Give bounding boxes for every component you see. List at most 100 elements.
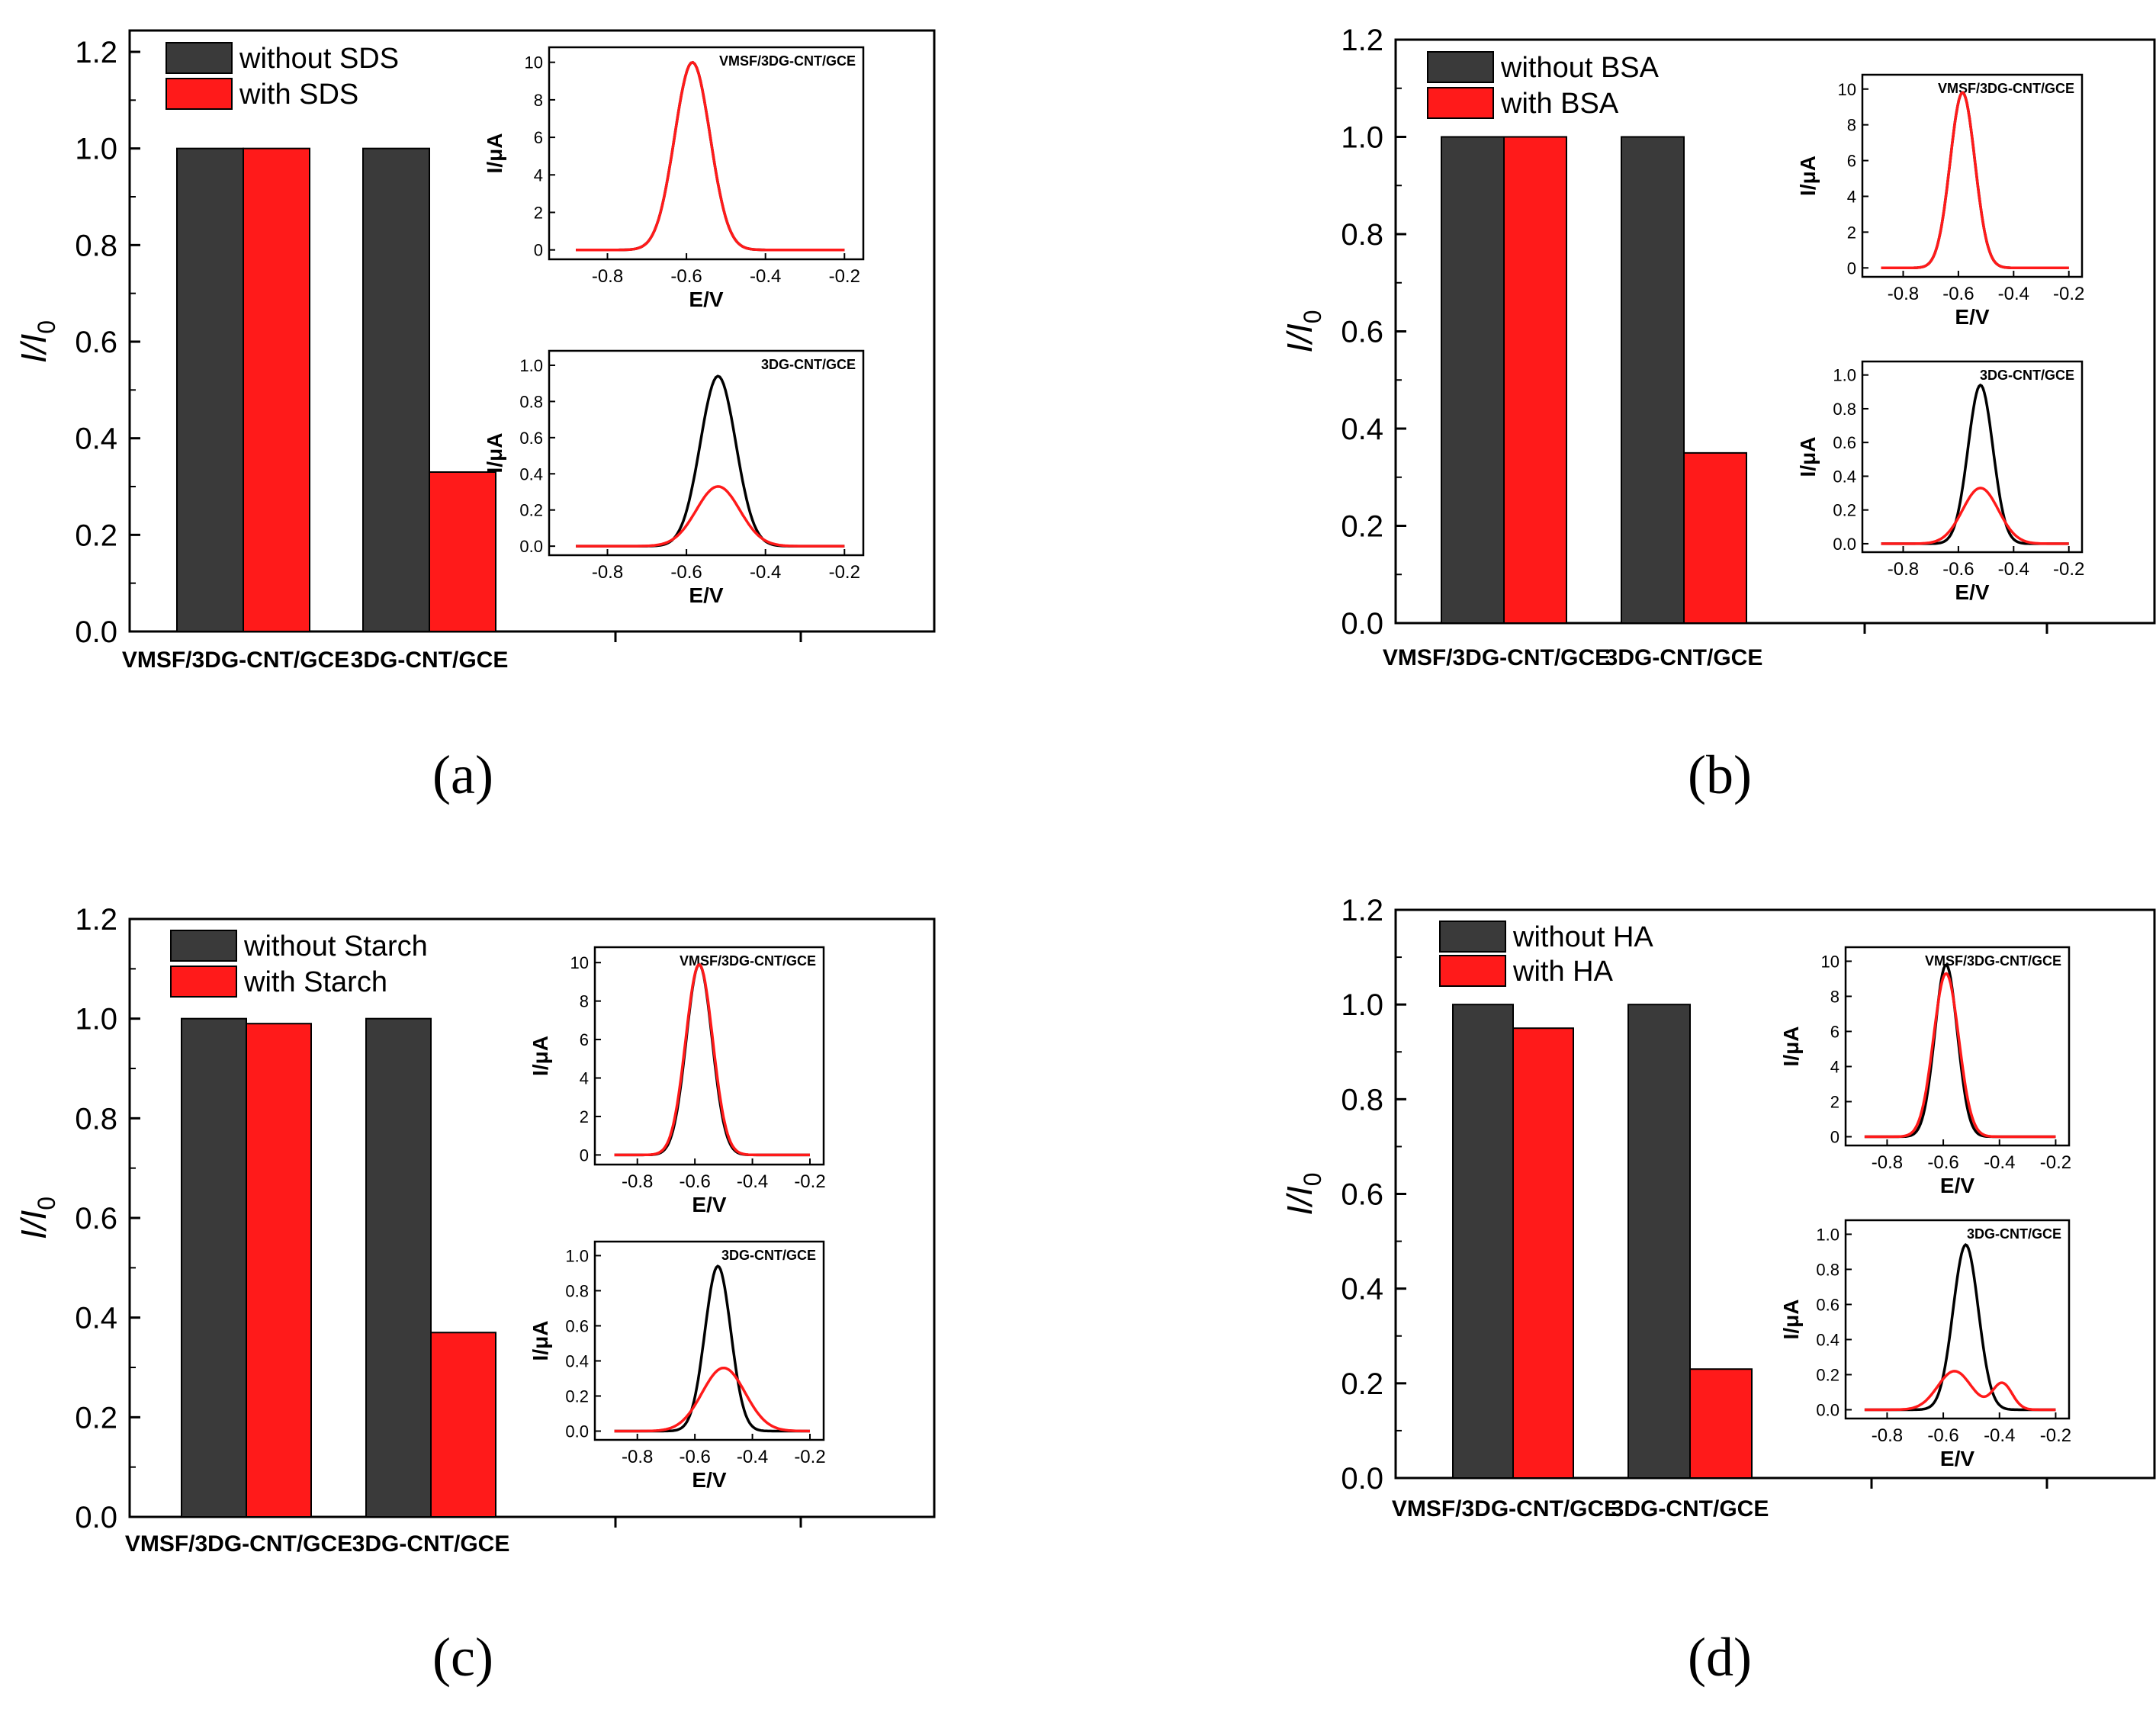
bar-without-starch bbox=[365, 1017, 432, 1518]
inset-title: 3DG-CNT/GCE bbox=[1967, 1226, 2061, 1242]
panel-caption-b: (b) bbox=[1688, 744, 1752, 805]
inset-y-tick-label: 8 bbox=[1847, 116, 1856, 135]
bar-with-bsa bbox=[1503, 136, 1567, 624]
inset-plot-1: 3DG-CNT/GCE -0.8 -0.6 -0.4 -0.2 0.0 0.2 0.4 0.6 0… bbox=[529, 1240, 826, 1492]
inset-y-tick-label: 0 bbox=[534, 241, 543, 260]
inset-y-tick-label: 0.0 bbox=[1816, 1400, 1840, 1419]
inset-x-tick-label: -0.4 bbox=[750, 562, 781, 583]
y-tick-label: 1.0 bbox=[1341, 988, 1383, 1022]
y-axis-label-main: I/I bbox=[1280, 323, 1319, 353]
inset-y-tick-label: 8 bbox=[1830, 987, 1840, 1006]
inset-y-tick-label: 4 bbox=[534, 165, 543, 185]
inset-title: VMSF/3DG-CNT/GCE bbox=[680, 953, 816, 969]
inset-y-tick-label: 0.2 bbox=[565, 1386, 589, 1406]
inset-title: VMSF/3DG-CNT/GCE bbox=[1925, 953, 2061, 969]
inset-y-tick-label: 8 bbox=[580, 992, 589, 1011]
inset-frame bbox=[1844, 1219, 2071, 1420]
inset-y-tick-label: 0 bbox=[1847, 259, 1856, 278]
bar-with-sds bbox=[429, 471, 496, 632]
y-axis-label-subscript: 0 bbox=[1299, 310, 1326, 323]
inset-y-tick-label: 0.0 bbox=[1833, 535, 1856, 554]
y-axis-label: I/I0 bbox=[14, 1197, 60, 1239]
y-tick-label: 0.8 bbox=[1341, 218, 1383, 252]
inset-x-tick-label: -0.8 bbox=[1888, 559, 1919, 580]
inset-y-tick-label: 0.8 bbox=[519, 392, 543, 411]
bar-without-starch bbox=[181, 1017, 247, 1518]
inset-x-tick-label: -0.8 bbox=[1872, 1152, 1903, 1173]
inset-plot-1: 3DG-CNT/GCE -0.8 -0.6 -0.4 -0.2 0.0 0.2 0.4 0.6 0… bbox=[483, 349, 865, 607]
legend-label: without HA bbox=[1512, 921, 1653, 953]
legend-label: with SDS bbox=[239, 79, 358, 111]
legend-label: without Starch bbox=[243, 930, 428, 962]
category-label: VMSF/3DG-CNT/GCE bbox=[125, 1531, 352, 1557]
inset-curve-with bbox=[576, 485, 845, 548]
y-tick-label: 1.0 bbox=[75, 1003, 117, 1036]
inset-plot-1: 3DG-CNT/GCE -0.8 -0.6 -0.4 -0.2 0.0 0.2 0.4 0.6 0… bbox=[1796, 360, 2084, 604]
y-tick-label: 0.6 bbox=[1341, 1178, 1383, 1212]
bar-with-starch bbox=[246, 1023, 312, 1518]
inset-x-tick-label: -0.4 bbox=[1984, 1152, 2015, 1173]
bar-with-ha bbox=[1689, 1368, 1753, 1480]
chart-panel-2: 0.00.20.40.60.81.01.2I/I0VMSF/3DG-CNT/GC… bbox=[14, 903, 936, 1557]
y-tick-label: 0.0 bbox=[1341, 607, 1383, 641]
inset-y-tick-label: 0 bbox=[1830, 1127, 1840, 1146]
inset-x-tick-label: -0.4 bbox=[737, 1447, 768, 1467]
legend-swatch bbox=[165, 42, 233, 74]
inset-x-tick-label: -0.6 bbox=[1927, 1152, 1958, 1173]
inset-x-tick-label: -0.6 bbox=[679, 1171, 710, 1192]
legend-label: with HA bbox=[1512, 956, 1614, 988]
y-axis-label-main: I/I bbox=[14, 334, 53, 364]
inset-y-axis-label: I/μA bbox=[529, 1036, 552, 1076]
inset-y-tick-label: 0.6 bbox=[1816, 1295, 1840, 1314]
inset-plot-0: VMSF/3DG-CNT/GCE -0.8 -0.6 -0.4 -0.2 0 2 4 6 8 10 E… bbox=[529, 946, 826, 1216]
chart-panel-1: 0.00.20.40.60.81.01.2I/I0VMSF/3DG-CNT/GC… bbox=[1280, 24, 2156, 670]
inset-curve-with bbox=[614, 1366, 810, 1433]
inset-plot-1: 3DG-CNT/GCE -0.8 -0.6 -0.4 -0.2 0.0 0.2 0.4 0.6 0… bbox=[1779, 1219, 2071, 1470]
panel-caption-c: (c) bbox=[432, 1627, 493, 1688]
inset-curve-with bbox=[1881, 91, 2069, 270]
inset-title: 3DG-CNT/GCE bbox=[721, 1248, 816, 1263]
y-tick-label: 0.4 bbox=[1341, 413, 1383, 446]
y-tick-label: 0.4 bbox=[1341, 1273, 1383, 1306]
y-tick-label: 1.2 bbox=[75, 903, 117, 937]
inset-x-tick-label: -0.6 bbox=[670, 266, 702, 287]
inset-y-tick-label: 0.8 bbox=[1833, 400, 1856, 419]
inset-title: VMSF/3DG-CNT/GCE bbox=[719, 53, 856, 69]
inset-y-tick-label: 6 bbox=[1847, 152, 1856, 171]
inset-x-tick-label: -0.8 bbox=[592, 266, 623, 287]
inset-title: 3DG-CNT/GCE bbox=[761, 357, 856, 372]
inset-x-tick-label: -0.2 bbox=[794, 1171, 825, 1192]
inset-x-tick-label: -0.6 bbox=[1942, 284, 1974, 304]
chart-panel-0: 0.00.20.40.60.81.01.2I/I0VMSF/3DG-CNT/GC… bbox=[14, 29, 936, 673]
inset-y-axis-label: I/μA bbox=[483, 133, 506, 174]
inset-frame bbox=[548, 349, 865, 557]
y-tick-label: 1.0 bbox=[75, 133, 117, 166]
inset-y-axis-label: I/μA bbox=[1796, 156, 1820, 196]
inset-x-tick-label: -0.2 bbox=[2040, 1425, 2071, 1446]
inset-y-tick-label: 0.2 bbox=[1816, 1365, 1840, 1384]
y-tick-label: 0.2 bbox=[1341, 510, 1383, 544]
inset-frame bbox=[548, 46, 865, 261]
legend-swatch bbox=[1439, 955, 1506, 987]
inset-x-tick-label: -0.4 bbox=[737, 1171, 768, 1192]
bar-without-ha bbox=[1627, 1004, 1691, 1479]
inset-y-tick-label: 10 bbox=[525, 53, 543, 72]
legend-swatch bbox=[165, 78, 233, 110]
inset-y-tick-label: 8 bbox=[534, 91, 543, 110]
category-label: 3DG-CNT/GCE bbox=[1605, 645, 1763, 670]
inset-x-axis-label: E/V bbox=[1955, 305, 1989, 329]
bar-without-bsa bbox=[1441, 136, 1505, 624]
legend-label: with Starch bbox=[243, 966, 387, 998]
y-tick-label: 0.8 bbox=[75, 1102, 117, 1136]
bar-with-sds bbox=[243, 147, 310, 632]
y-axis-label: I/I0 bbox=[1280, 1172, 1326, 1215]
inset-x-tick-label: -0.2 bbox=[829, 562, 860, 583]
category-label: 3DG-CNT/GCE bbox=[352, 1531, 510, 1557]
inset-frame bbox=[593, 1240, 825, 1441]
bar-with-bsa bbox=[1683, 451, 1747, 624]
inset-plot-0: VMSF/3DG-CNT/GCE -0.8 -0.6 -0.4 -0.2 0 2 4 6 8 10 E… bbox=[1796, 73, 2084, 329]
inset-y-tick-label: 1.0 bbox=[519, 356, 543, 375]
panel-caption-a: (a) bbox=[432, 744, 493, 805]
legend-swatch bbox=[170, 930, 237, 962]
